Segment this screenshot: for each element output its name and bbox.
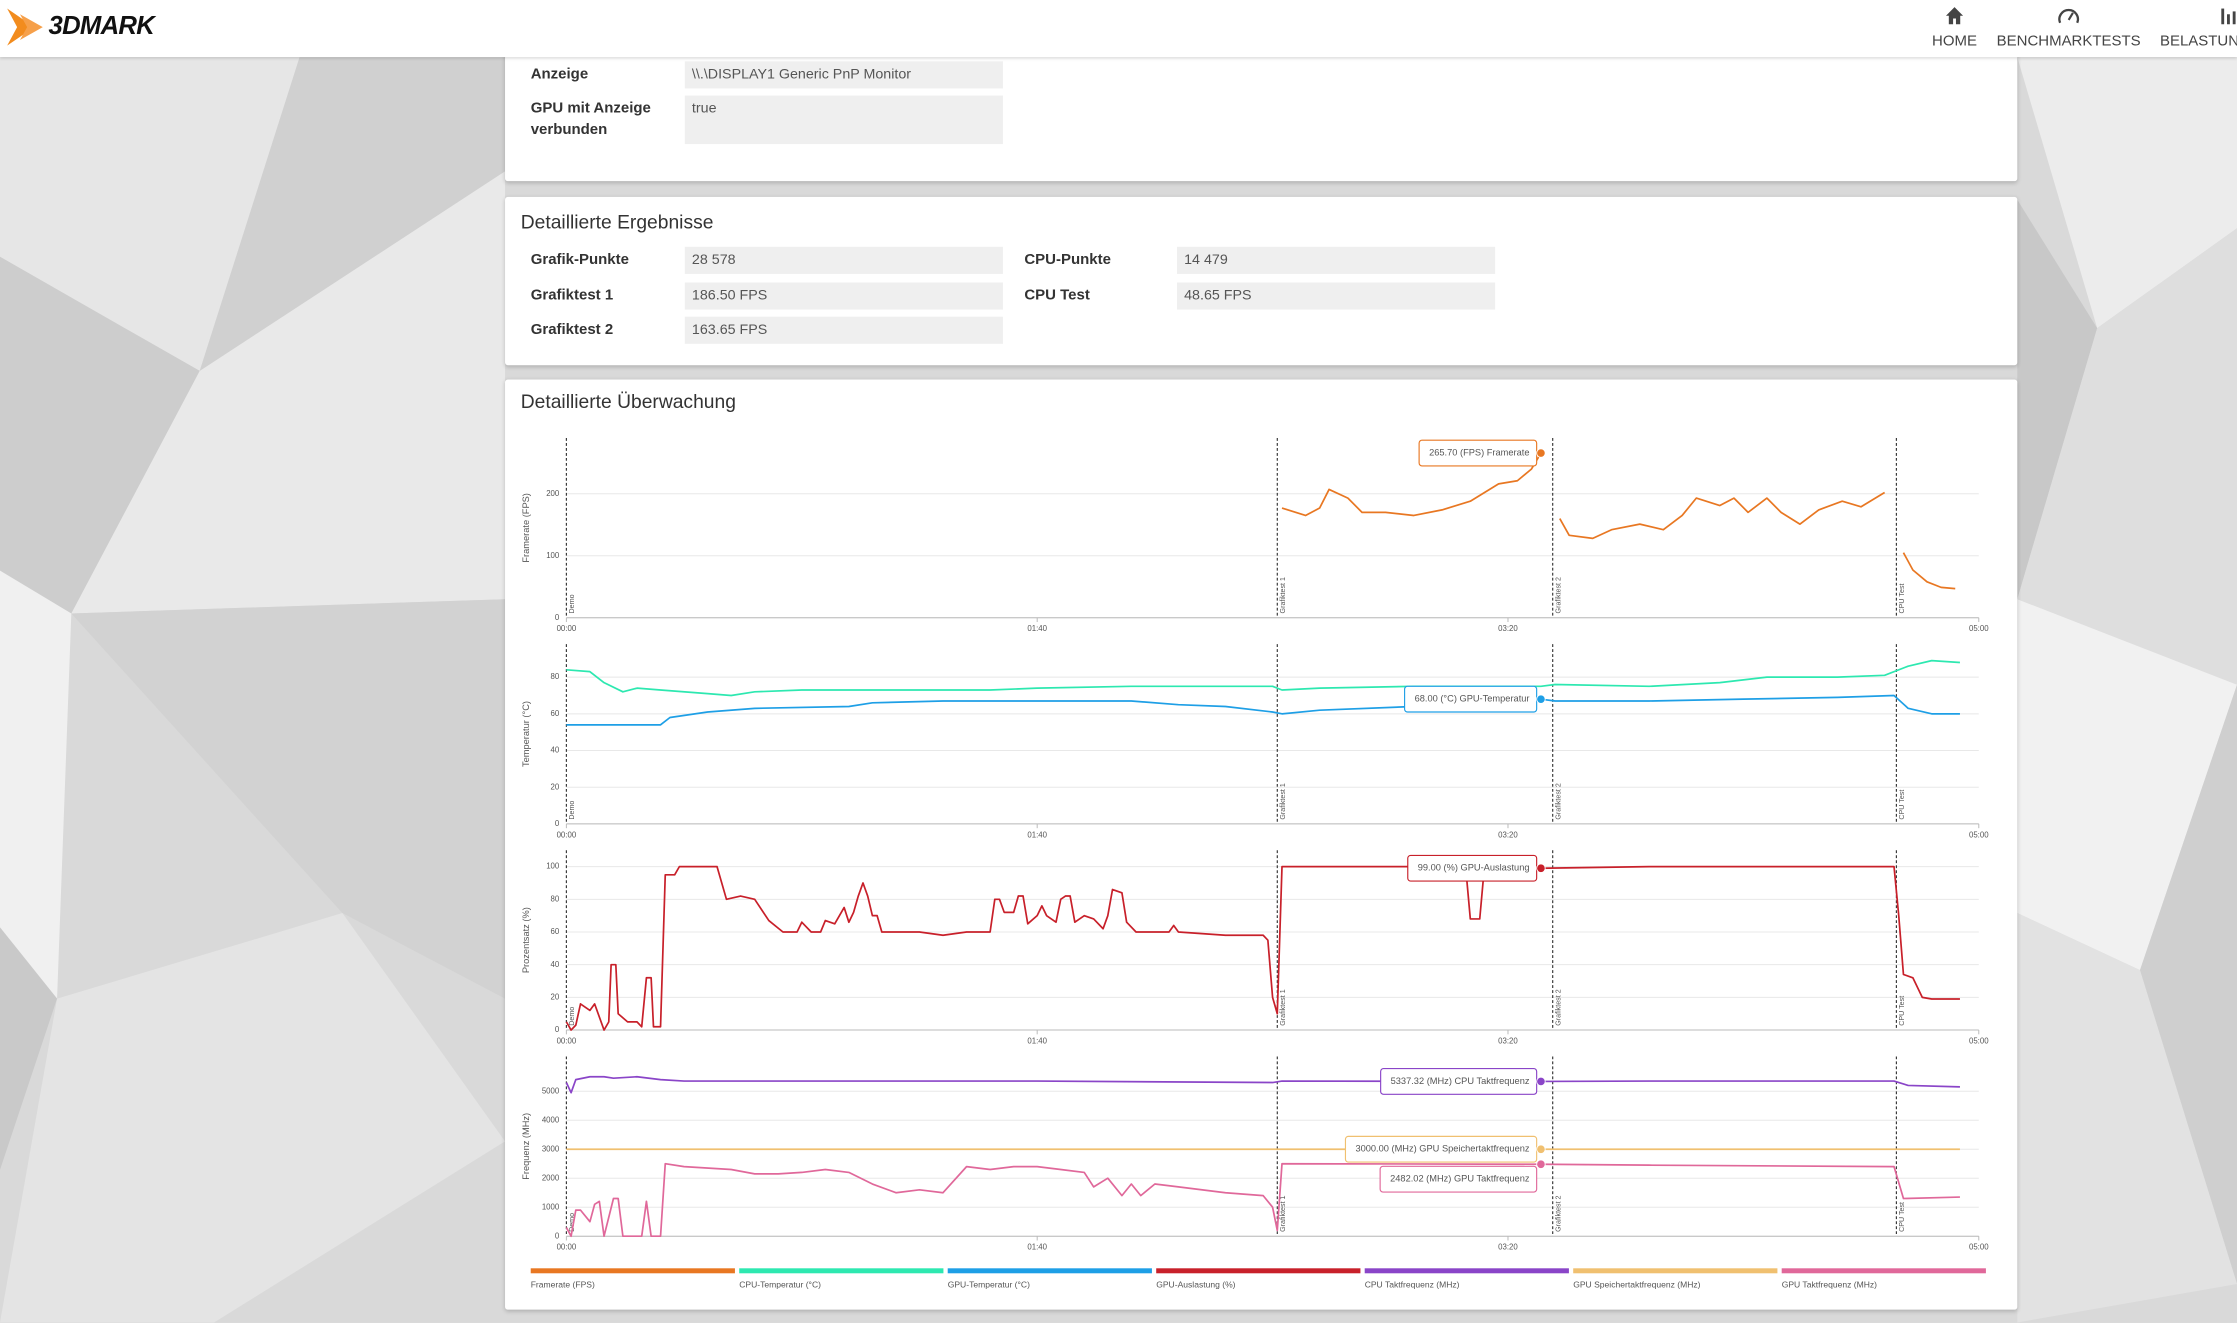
header: 3DMARK HOME BENCHMARKTESTS BELASTUNG <box>0 0 2237 58</box>
result-label: Grafiktest 1 <box>530 286 614 304</box>
row-label: GPU mit Anzeige verbunden <box>530 99 651 138</box>
result-label: CPU-Punkte <box>1024 251 1111 269</box>
nav-stress[interactable]: BELASTUNG <box>2159 32 2237 50</box>
nav-home[interactable]: HOME <box>1932 32 1977 50</box>
stats-icon <box>2221 8 2236 25</box>
nav-benchmarks[interactable]: BENCHMARKTESTS <box>1996 32 2141 50</box>
result-label: CPU Test <box>1024 286 1090 304</box>
monitoring-title: Detaillierte Überwachung <box>520 390 736 413</box>
result-label: Grafik-Punkte <box>530 251 629 269</box>
result-label: Grafiktest 2 <box>530 320 614 339</box>
result-value: 48.65 FPS <box>1176 281 1496 309</box>
logo: 3DMARK <box>48 11 155 40</box>
results-title: Detaillierte Ergebnisse <box>520 211 714 233</box>
result-value: 186.50 FPS <box>684 281 1003 309</box>
monitoring-panel: Detaillierte Überwachung <box>505 379 2018 1310</box>
row-value: true <box>684 95 1003 145</box>
results-panel: Detaillierte Ergebnisse Grafik-Punkte 28 … <box>505 196 2018 366</box>
display-panel: Anzeige \\.\DISPLAY1 Generic PnP Monitor G… <box>505 42 2018 182</box>
logo-icon <box>7 8 43 46</box>
result-value: 28 578 <box>684 246 1003 274</box>
result-value: 14 479 <box>1176 246 1496 274</box>
gauge-icon <box>2058 8 2079 24</box>
result-value: 163.65 FPS <box>684 316 1003 344</box>
home-icon <box>1945 7 1964 25</box>
row-value: \\.\DISPLAY1 Generic PnP Monitor <box>684 61 1003 89</box>
row-label: Anzeige <box>530 65 589 83</box>
